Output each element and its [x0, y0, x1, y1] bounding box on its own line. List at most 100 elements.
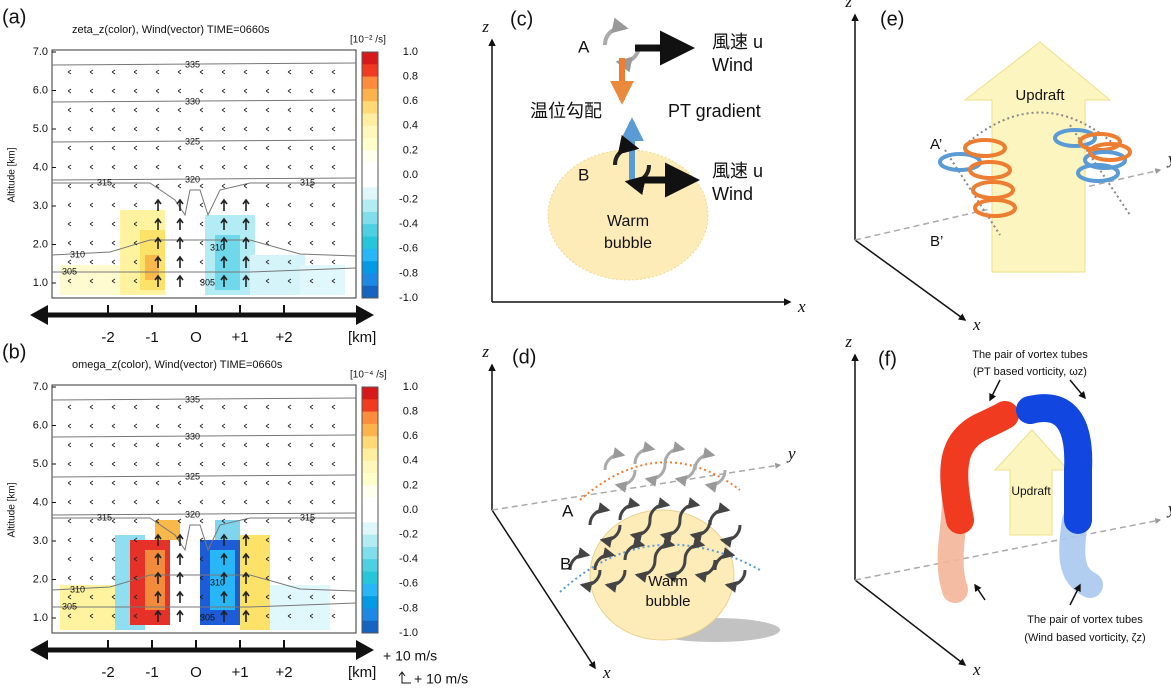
colorbar-tick-label: 0.6: [403, 95, 418, 107]
caption: (Wind based vorticity, ζz): [1024, 632, 1145, 644]
wind-vector: [243, 442, 248, 448]
updraft-label: Updraft: [1011, 484, 1051, 498]
wind-vector: [220, 198, 228, 211]
vortex-ring: [971, 180, 1015, 200]
colorbar-cell: [362, 387, 378, 400]
contour-label: 315: [97, 512, 112, 522]
vortex-loop: [618, 497, 641, 521]
contour-line: [51, 139, 357, 143]
wind-vector: [67, 259, 72, 265]
panel-label: (e): [880, 8, 904, 30]
wind-vector: [265, 480, 270, 486]
wind-vector: [331, 404, 336, 410]
contour-label: 320: [185, 174, 200, 184]
vortex-loop: [664, 559, 687, 583]
wind-vector: [287, 594, 292, 600]
wind-vector: [331, 499, 336, 505]
wind-vector: [89, 107, 94, 113]
wind-vector: [177, 88, 182, 94]
wind-vector: [89, 145, 94, 151]
colorbar-cell: [362, 510, 378, 523]
wind-vector: [309, 202, 314, 208]
wind-vector: [177, 183, 182, 189]
wind-vector: [265, 164, 270, 170]
wind-vector: [177, 518, 182, 524]
wind-vector: [177, 499, 182, 505]
vortex-loop: [588, 502, 611, 526]
contour-label: 305: [62, 266, 77, 276]
wind-vector: [133, 145, 138, 151]
vortex-loop: [674, 463, 697, 487]
colorbar-tick-label: -1.0: [399, 627, 418, 639]
colorbar-cell: [362, 211, 378, 225]
wind-vector: [133, 537, 138, 543]
wind-vector: [331, 69, 336, 75]
wind-vector: [221, 461, 226, 467]
vortex-ring: [963, 138, 1007, 158]
panel-title: zeta_z(color), Wind(vector) TIME=0660s: [72, 24, 270, 36]
wind-label: 風速 u: [712, 32, 763, 52]
y-tick-label: 6.0: [33, 84, 48, 96]
point-label: A’: [930, 136, 942, 153]
wind-vector: [89, 575, 94, 581]
contour-label: 305: [200, 277, 215, 287]
updraft-arrow: [993, 429, 1070, 536]
y-tick-label: 6.0: [33, 419, 48, 431]
wind-vector: [67, 594, 72, 600]
wind-vector: [309, 499, 314, 505]
wind-vector: [133, 423, 138, 429]
wind-vector: [111, 518, 116, 524]
colorbar-tick-label: -0.6: [399, 243, 418, 255]
wind-label: Wind: [712, 184, 753, 204]
colorbar-unit: [10⁻⁴ /s]: [350, 370, 387, 381]
wind-vector: [199, 480, 204, 486]
pt-label: PT gradient: [668, 101, 761, 121]
shading: [210, 550, 235, 610]
wind-vector: [111, 278, 116, 284]
wind-vector: [199, 240, 204, 246]
y-tick-label: 2.0: [33, 573, 48, 585]
wind-vector: [287, 442, 292, 448]
wind-vector: [111, 575, 116, 581]
wind-vector: [89, 461, 94, 467]
wind-vector: [177, 69, 182, 75]
wind-vector: [67, 164, 72, 170]
wind-vector: [155, 423, 160, 429]
wind-vector: [243, 499, 248, 505]
wind-vector: [111, 88, 116, 94]
y-axis: [491, 462, 782, 511]
wind-vector: [287, 221, 292, 227]
wind-vector: [287, 499, 292, 505]
wind-vector: [133, 164, 138, 170]
wind-vector: [67, 278, 72, 284]
wind-vector: [221, 480, 226, 486]
wind-vector: [242, 609, 250, 622]
wind-vector: [242, 274, 250, 287]
wind-vector: [176, 590, 184, 603]
wind-vector: [265, 259, 270, 265]
wind-vector: [111, 126, 116, 132]
wind-vector: [199, 518, 204, 524]
y-tick-label: 7.0: [33, 381, 48, 393]
wind-vector: [309, 107, 314, 113]
wind-vector: [111, 240, 116, 246]
colorbar-tick-label: 0.4: [403, 455, 418, 467]
wind-vector: [265, 537, 270, 543]
wind-vector: [199, 145, 204, 151]
wind-vector: [309, 126, 314, 132]
wind-vector: [309, 442, 314, 448]
wind-vector: [242, 533, 250, 546]
colorbar-cell: [362, 534, 378, 548]
wind-vector: [331, 575, 336, 581]
wind-vector: [67, 88, 72, 94]
wind-vector: [265, 575, 270, 581]
vortex-ring: [1053, 128, 1097, 148]
contour-line: [52, 267, 357, 273]
wind-vector: [89, 88, 94, 94]
wind-vector: [199, 183, 204, 189]
wind-vector: [199, 499, 204, 505]
x-tick-label: O: [190, 329, 202, 346]
wind-vector: [331, 461, 336, 467]
wind-vector: [243, 164, 248, 170]
wind-vector: [199, 88, 204, 94]
